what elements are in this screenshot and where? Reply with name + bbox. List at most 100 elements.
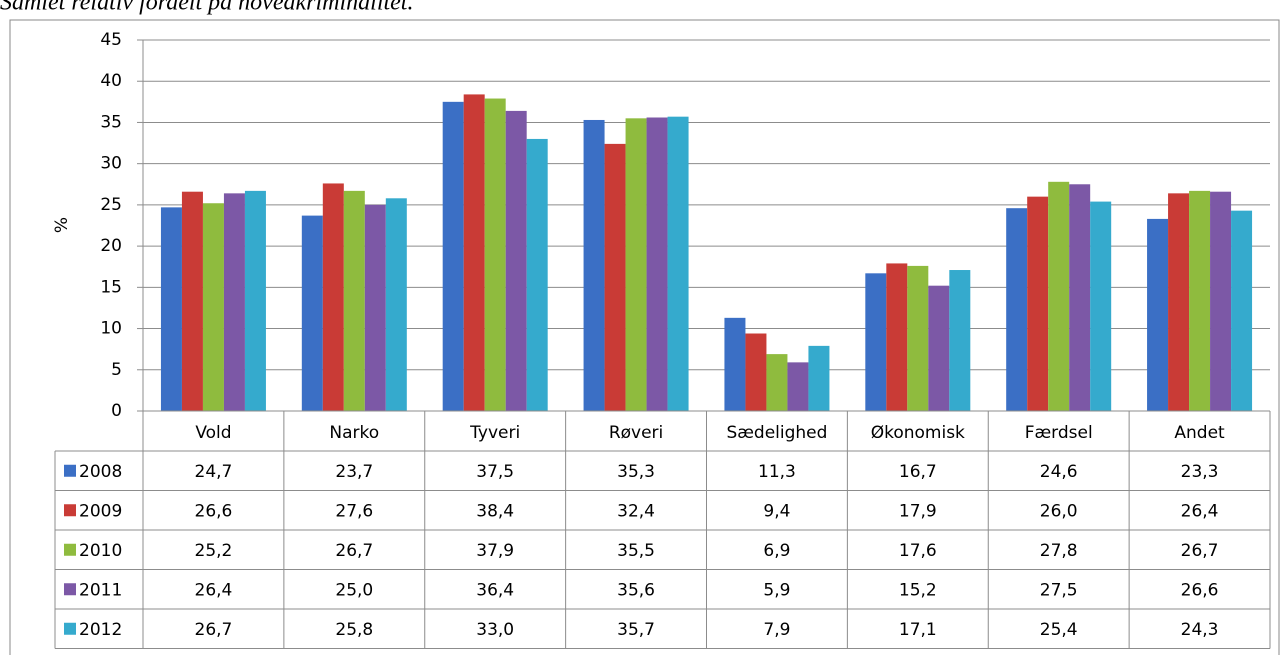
table-cell: 37,9 — [476, 541, 514, 561]
table-cell: 15,2 — [899, 580, 937, 600]
bar — [583, 119, 605, 412]
bar — [385, 198, 407, 411]
bar — [181, 191, 203, 411]
table-cell: 24,7 — [195, 462, 233, 482]
table-cell: 38,4 — [476, 501, 514, 521]
table-cell: 11,3 — [758, 462, 796, 482]
bar — [808, 345, 830, 411]
table-cell: 24,6 — [1040, 462, 1078, 482]
legend-label: 2010 — [79, 541, 122, 561]
bar — [364, 204, 386, 411]
bar — [667, 116, 689, 411]
table-cell: 27,5 — [1040, 580, 1078, 600]
x-tick-label: Narko — [329, 423, 379, 443]
legend-label: 2009 — [79, 501, 122, 521]
table-cell: 26,6 — [1181, 580, 1219, 600]
table-cell: 17,1 — [899, 620, 937, 640]
table-cell: 9,4 — [763, 501, 790, 521]
legend-swatch — [64, 622, 76, 635]
table-cell: 37,5 — [476, 462, 514, 482]
bar — [745, 333, 767, 411]
table-cell: 26,7 — [195, 620, 233, 640]
bar — [1189, 190, 1211, 411]
bar — [1210, 191, 1232, 411]
bar — [1048, 181, 1070, 411]
bar — [907, 265, 929, 411]
table-cell: 23,7 — [335, 462, 373, 482]
y-axis-label: % — [52, 217, 72, 233]
y-tick-label: 45 — [100, 30, 122, 50]
table-cell: 6,9 — [763, 541, 790, 561]
table-cell: 25,0 — [335, 580, 373, 600]
y-tick-label: 40 — [100, 71, 122, 91]
table-cell: 25,8 — [335, 620, 373, 640]
y-tick-label: 35 — [100, 112, 122, 132]
bar — [1090, 201, 1112, 411]
table-cell: 26,4 — [1181, 501, 1219, 521]
x-tick-label: Økonomisk — [871, 423, 965, 443]
bar — [160, 207, 182, 411]
table-cell: 17,9 — [899, 501, 937, 521]
bar — [787, 362, 809, 411]
table-cell: 35,6 — [617, 580, 655, 600]
x-tick-label: Vold — [195, 423, 231, 443]
legend-swatch — [64, 583, 76, 596]
table-cell: 26,7 — [335, 541, 373, 561]
table-cell: 26,6 — [195, 501, 233, 521]
table-cell: 17,6 — [899, 541, 937, 561]
legend-swatch — [64, 504, 76, 517]
y-tick-label: 20 — [100, 236, 122, 256]
bar — [322, 183, 344, 411]
y-tick-label: 10 — [100, 319, 122, 339]
y-tick-label: 15 — [100, 277, 122, 297]
y-tick-label: 30 — [100, 154, 122, 174]
table-cell: 25,2 — [195, 541, 233, 561]
bar — [625, 118, 647, 412]
table-cell: 26,0 — [1040, 501, 1078, 521]
table-cell: 35,5 — [617, 541, 655, 561]
bar — [301, 215, 323, 411]
bar — [766, 354, 788, 411]
table-cell: 26,4 — [195, 580, 233, 600]
x-tick-label: Andet — [1174, 423, 1225, 443]
bar — [244, 190, 266, 411]
bar — [343, 190, 365, 411]
x-tick-label: Sædelighed — [726, 423, 827, 443]
bar — [865, 273, 887, 411]
table-cell: 23,3 — [1181, 462, 1219, 482]
table-cell: 16,7 — [899, 462, 937, 482]
bar — [886, 263, 908, 411]
bar — [1168, 193, 1190, 411]
bar — [223, 193, 245, 411]
y-tick-label: 5 — [111, 360, 122, 380]
table-cell: 36,4 — [476, 580, 514, 600]
bar — [505, 110, 527, 411]
table-cell: 7,9 — [763, 620, 790, 640]
bar — [928, 285, 950, 411]
bar — [1147, 218, 1169, 411]
table-cell: 5,9 — [763, 580, 790, 600]
y-tick-label: 0 — [111, 401, 122, 421]
chart-title: Samlet relativ fordelt på hovedkriminali… — [0, 0, 413, 16]
legend-label: 2012 — [79, 620, 122, 640]
table-cell: 27,6 — [335, 501, 373, 521]
bar — [1027, 196, 1049, 411]
table-cell: 24,3 — [1181, 620, 1219, 640]
bar — [442, 101, 464, 411]
table-cell: 26,7 — [1181, 541, 1219, 561]
bar — [1006, 208, 1028, 411]
bar — [526, 138, 548, 411]
bar — [724, 317, 746, 411]
table-cell: 35,7 — [617, 620, 655, 640]
y-tick-label: 25 — [100, 195, 122, 215]
bar — [646, 117, 668, 412]
bar — [949, 270, 971, 411]
legend-swatch — [64, 464, 76, 477]
legend-label: 2011 — [79, 580, 122, 600]
table-cell: 25,4 — [1040, 620, 1078, 640]
table-cell: 33,0 — [476, 620, 514, 640]
bar — [1069, 184, 1091, 411]
legend-swatch — [64, 543, 76, 556]
bar — [604, 143, 626, 411]
